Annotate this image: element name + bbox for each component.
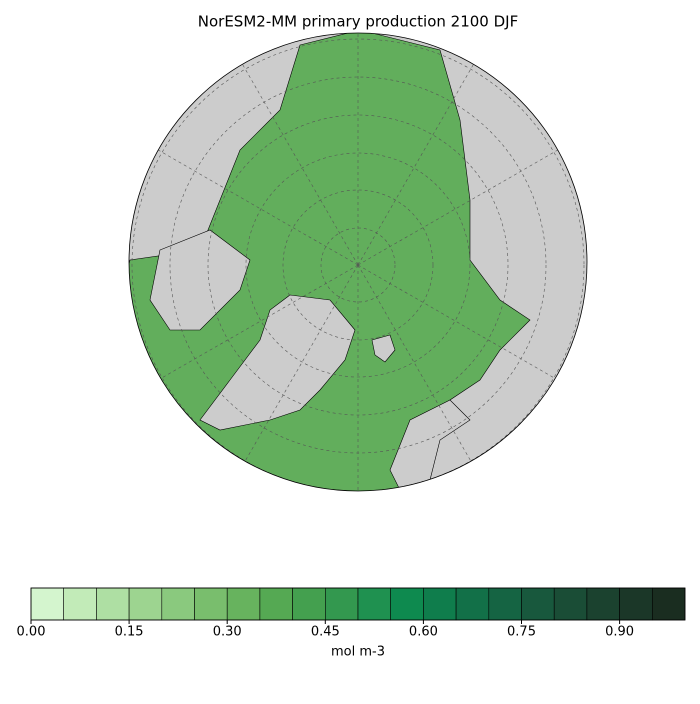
tick-label: 0.90 — [605, 625, 634, 640]
tick-label: 0.15 — [115, 625, 144, 640]
tick-label: 0.30 — [213, 625, 242, 640]
map-border — [128, 32, 588, 492]
colorbar-segment — [390, 587, 424, 621]
tick-label: 0.60 — [409, 625, 438, 640]
colorbar-segment — [194, 587, 228, 621]
colorbar-segment — [553, 587, 588, 621]
colorbar-segment — [259, 587, 293, 621]
svalbard — [371, 334, 396, 363]
colorbar-label: mol m-3 — [331, 645, 385, 660]
colorbar-segment — [63, 587, 97, 621]
tick-label: 0.00 — [17, 625, 46, 640]
tick-label: 0.45 — [311, 625, 340, 640]
colorbar-segment — [161, 587, 195, 621]
colorbar-segment — [357, 587, 392, 621]
colorbar-segment — [521, 587, 555, 621]
colorbar-segment — [226, 587, 261, 621]
colorbar-segment — [30, 587, 65, 621]
colorbar-segment — [586, 587, 620, 621]
colorbar: 0.00 0.15 0.30 0.45 0.60 0.75 0.90 — [17, 587, 686, 640]
colorbar-segment — [324, 587, 359, 621]
greenland — [199, 294, 356, 431]
tick-label: 0.75 — [507, 625, 536, 640]
colorbar-segment — [455, 587, 490, 621]
map — [129, 33, 587, 491]
colorbar-frame — [30, 587, 686, 621]
colorbar-segment — [292, 587, 326, 621]
arctic-islands — [149, 229, 251, 331]
map-title: NorESM2-MM primary production 2100 DJF — [198, 13, 518, 31]
colorbar-segment — [619, 587, 653, 621]
colorbar-segment — [651, 587, 686, 621]
colorbar-segment — [128, 587, 163, 621]
colorbar-segment — [96, 587, 130, 621]
colorbar-segment — [423, 587, 457, 621]
graticule — [131, 33, 585, 491]
colorbar-segment — [488, 587, 522, 621]
